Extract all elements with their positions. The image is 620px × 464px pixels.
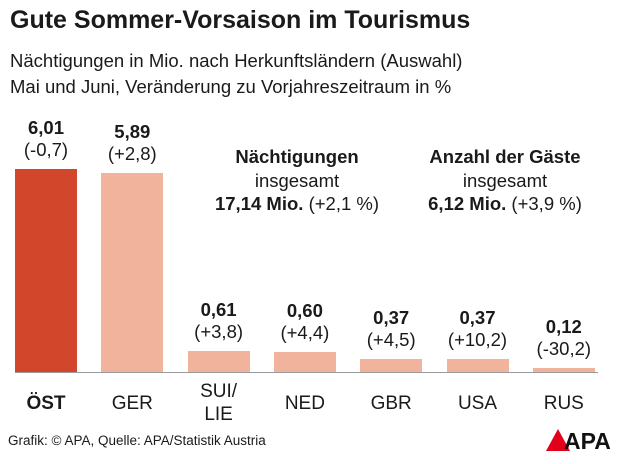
change-label: (+4,5): [366, 329, 416, 351]
value-label: 6,01: [27, 116, 64, 138]
value-label: 0,37: [459, 307, 496, 329]
annotation-subtitle: insgesamt: [462, 169, 548, 191]
annotation-change: (+2,1 %): [308, 193, 379, 214]
value-label: 5,89: [114, 120, 151, 142]
annotation-title: Nächtigungen: [235, 146, 359, 167]
x-tick-label: SUI/ LIE: [200, 381, 238, 425]
bar: [15, 168, 77, 372]
change-label: (-30,2): [536, 337, 592, 359]
change-label: (+10,2): [447, 329, 508, 351]
value-label: 0,37: [373, 307, 410, 329]
logo: APA: [546, 428, 611, 453]
subtitle: Nächtigungen in Mio. nach Herkunftslände…: [10, 50, 463, 71]
logo-text: APA: [564, 428, 611, 453]
annotation-change: (+3,9 %): [511, 193, 582, 214]
x-tick-label: USA: [457, 392, 498, 414]
annotation-title: Anzahl der Gäste: [429, 146, 581, 167]
annotation: Nächtigungen insgesamt 17,14 Mio. (+2,1 …: [187, 145, 407, 216]
bar: [101, 172, 164, 372]
annotation: Anzahl der Gäste insgesamt 6,12 Mio. (+3…: [395, 145, 615, 216]
chart-title: Gute Sommer-Vorsaison im Tourismus: [10, 6, 471, 34]
x-tick-label: GER: [111, 392, 153, 414]
change-label: (+4,4): [280, 321, 330, 343]
value-label: 0,12: [545, 315, 582, 337]
subtitle: Mai und Juni, Veränderung zu Vorjahresze…: [10, 76, 452, 97]
bar: [532, 367, 595, 372]
x-tick-label: ÖST: [26, 392, 66, 414]
change-label: (+2,8): [107, 142, 157, 164]
annotation-total: 6,12 Mio. (+3,9 %): [395, 192, 615, 216]
value-label: 0,60: [286, 299, 323, 321]
value-label: 0,61: [200, 299, 237, 321]
annotation-total: 17,14 Mio. (+2,1 %): [187, 192, 407, 216]
bar: [273, 351, 336, 372]
change-label: (+3,8): [194, 321, 244, 343]
bar: [187, 351, 250, 372]
x-tick-label: GBR: [370, 392, 412, 414]
x-tick-label: RUS: [543, 392, 584, 414]
baseline: [15, 372, 598, 373]
annotation-value: 17,14 Mio.: [214, 193, 304, 214]
annotation-value: 6,12 Mio.: [428, 193, 507, 214]
x-tick-label: NED: [284, 392, 325, 414]
change-label: (-0,7): [23, 138, 69, 160]
source: Grafik: © APA, Quelle: APA/Statistik Aus…: [8, 433, 266, 448]
annotation-subtitle: insgesamt: [254, 169, 340, 191]
bar: [446, 359, 509, 372]
bar: [360, 359, 423, 372]
